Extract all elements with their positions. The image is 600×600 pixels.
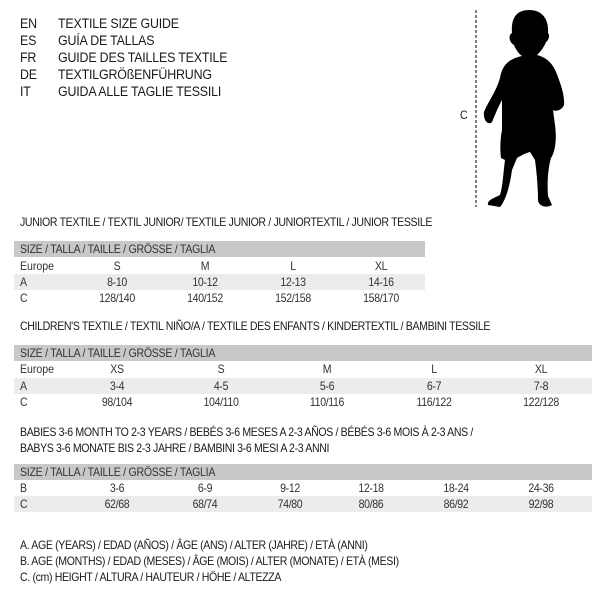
table-row: A 8-10 10-12 12-13 14-16 bbox=[14, 274, 425, 290]
lang-code: FR bbox=[20, 50, 37, 65]
children-title: CHILDREN'S TEXTILE / TEXTIL NIÑO/A / TEX… bbox=[20, 319, 491, 333]
cell: 8-10 bbox=[107, 275, 127, 289]
cell: 68/74 bbox=[192, 497, 218, 511]
table-row: Europe S M L XL bbox=[14, 258, 425, 274]
cell: S bbox=[113, 259, 121, 273]
cell: 3-4 bbox=[109, 379, 125, 393]
cell: 128/140 bbox=[99, 291, 135, 305]
row-label: A bbox=[20, 275, 28, 289]
cell: 104/110 bbox=[203, 395, 239, 409]
lang-code: EN bbox=[20, 16, 37, 31]
cell: 5-6 bbox=[319, 379, 335, 393]
row-label: C bbox=[20, 291, 28, 305]
cell: XL bbox=[374, 259, 388, 273]
cell: 24-36 bbox=[528, 481, 554, 495]
lang-title: TEXTILE SIZE GUIDE bbox=[58, 16, 179, 31]
size-header-bar: SIZE / TALLA / TAILLE / GRÖSSE / TAGLIA bbox=[14, 345, 592, 361]
cell: L bbox=[431, 362, 437, 376]
table-row: Europe XS S M L XL bbox=[14, 361, 592, 377]
measure-label: C bbox=[460, 108, 468, 122]
cell: 6-7 bbox=[426, 379, 442, 393]
baby-silhouette-icon bbox=[475, 10, 565, 207]
lang-title: GUIDA ALLE TAGLIE TESSILI bbox=[58, 84, 222, 99]
table-row: C 128/140 140/152 152/158 158/170 bbox=[14, 290, 425, 306]
cell: L bbox=[290, 259, 296, 273]
cell: S bbox=[217, 362, 225, 376]
cell: 3-6 bbox=[109, 481, 125, 495]
lang-title: GUÍA DE TALLAS bbox=[58, 33, 155, 48]
cell: 158/170 bbox=[363, 291, 399, 305]
cell: 12-13 bbox=[280, 275, 306, 289]
cell: 140/152 bbox=[187, 291, 223, 305]
lang-code: DE bbox=[20, 67, 37, 82]
cell: 152/158 bbox=[275, 291, 311, 305]
cell: 4-5 bbox=[213, 379, 229, 393]
cell: 7-8 bbox=[533, 379, 549, 393]
size-header-bar: SIZE / TALLA / TAILLE / GRÖSSE / TAGLIA bbox=[14, 241, 425, 257]
cell: XL bbox=[534, 362, 548, 376]
cell: 80/86 bbox=[358, 497, 384, 511]
row-label: Europe bbox=[20, 259, 55, 273]
size-header: SIZE / TALLA / TAILLE / GRÖSSE / TAGLIA bbox=[20, 346, 216, 360]
cell: 122/128 bbox=[523, 395, 559, 409]
lang-title: TEXTILGRÖßENFÜHRUNG bbox=[58, 67, 212, 82]
cell: M bbox=[200, 259, 210, 273]
cell: 18-24 bbox=[443, 481, 469, 495]
row-label: C bbox=[20, 497, 28, 511]
cell: XS bbox=[110, 362, 124, 376]
junior-title: JUNIOR TEXTILE / TEXTIL JUNIOR/ TEXTILE … bbox=[20, 215, 433, 229]
row-label: Europe bbox=[20, 362, 55, 376]
cell: 14-16 bbox=[368, 275, 394, 289]
size-header: SIZE / TALLA / TAILLE / GRÖSSE / TAGLIA bbox=[20, 465, 216, 479]
cell: 116/122 bbox=[416, 395, 452, 409]
babies-title-line2: BABYS 3-6 MONATE BIS 2-3 JAHRE / BAMBINI… bbox=[20, 441, 330, 455]
cell: 12-18 bbox=[358, 481, 384, 495]
legend-item: B. AGE (MONTHS) / EDAD (MESES) / ÂGE (MO… bbox=[20, 554, 399, 568]
cell: 74/80 bbox=[277, 497, 303, 511]
cell: 92/98 bbox=[528, 497, 554, 511]
cell: 62/68 bbox=[104, 497, 130, 511]
lang-code: ES bbox=[20, 33, 37, 48]
legend-item: A. AGE (YEARS) / EDAD (AÑOS) / ÂGE (ANS)… bbox=[20, 538, 368, 552]
lang-code: IT bbox=[20, 84, 31, 99]
row-label: B bbox=[20, 481, 28, 495]
cell: M bbox=[322, 362, 332, 376]
cell: 10-12 bbox=[192, 275, 218, 289]
babies-title-line1: BABIES 3-6 MONTH TO 2-3 YEARS / BEBÉS 3-… bbox=[20, 425, 473, 439]
table-row: A 3-4 4-5 5-6 6-7 7-8 bbox=[14, 378, 592, 394]
cell: 6-9 bbox=[197, 481, 213, 495]
row-label: A bbox=[20, 379, 28, 393]
lang-title: GUIDE DES TAILLES TEXTILE bbox=[58, 50, 228, 65]
cell: 110/116 bbox=[309, 395, 345, 409]
table-row: C 62/68 68/74 74/80 80/86 86/92 92/98 bbox=[14, 496, 592, 512]
table-row: B 3-6 6-9 9-12 12-18 18-24 24-36 bbox=[14, 480, 592, 496]
cell: 86/92 bbox=[443, 497, 469, 511]
row-label: C bbox=[20, 395, 28, 409]
table-row: C 98/104 104/110 110/116 116/122 122/128 bbox=[14, 394, 592, 410]
size-header: SIZE / TALLA / TAILLE / GRÖSSE / TAGLIA bbox=[20, 242, 216, 256]
legend-item: C. (cm) HEIGHT / ALTURA / HAUTEUR / HÖHE… bbox=[20, 570, 282, 584]
cell: 98/104 bbox=[101, 395, 133, 409]
size-header-bar: SIZE / TALLA / TAILLE / GRÖSSE / TAGLIA bbox=[14, 464, 592, 480]
cell: 9-12 bbox=[280, 481, 300, 495]
